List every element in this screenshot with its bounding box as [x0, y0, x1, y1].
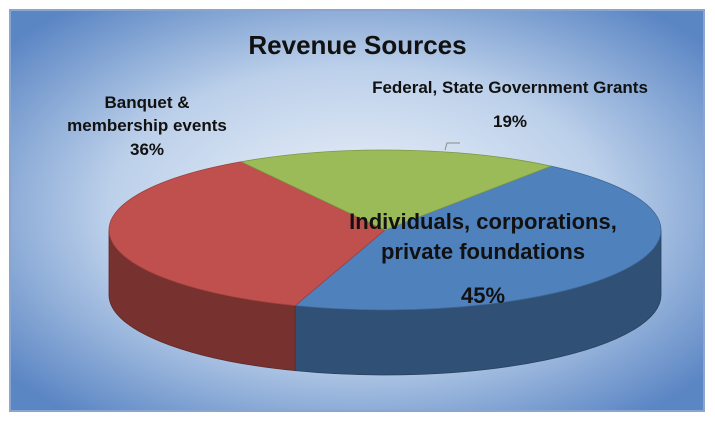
slice-label: Federal, State Government Grants	[372, 78, 648, 97]
pie-slice	[108, 161, 386, 307]
value-label: 19%	[492, 112, 528, 131]
value-label: 45%	[460, 283, 506, 308]
leader-line	[444, 142, 460, 151]
value-label: 36%	[129, 140, 165, 159]
pie-slice	[294, 165, 662, 311]
chart-title: Revenue Sources	[248, 30, 467, 60]
pie-slice	[239, 149, 553, 231]
slice-label: Banquet & membership events	[67, 93, 227, 135]
slice-label: Individuals, corporations, private found…	[349, 209, 617, 264]
